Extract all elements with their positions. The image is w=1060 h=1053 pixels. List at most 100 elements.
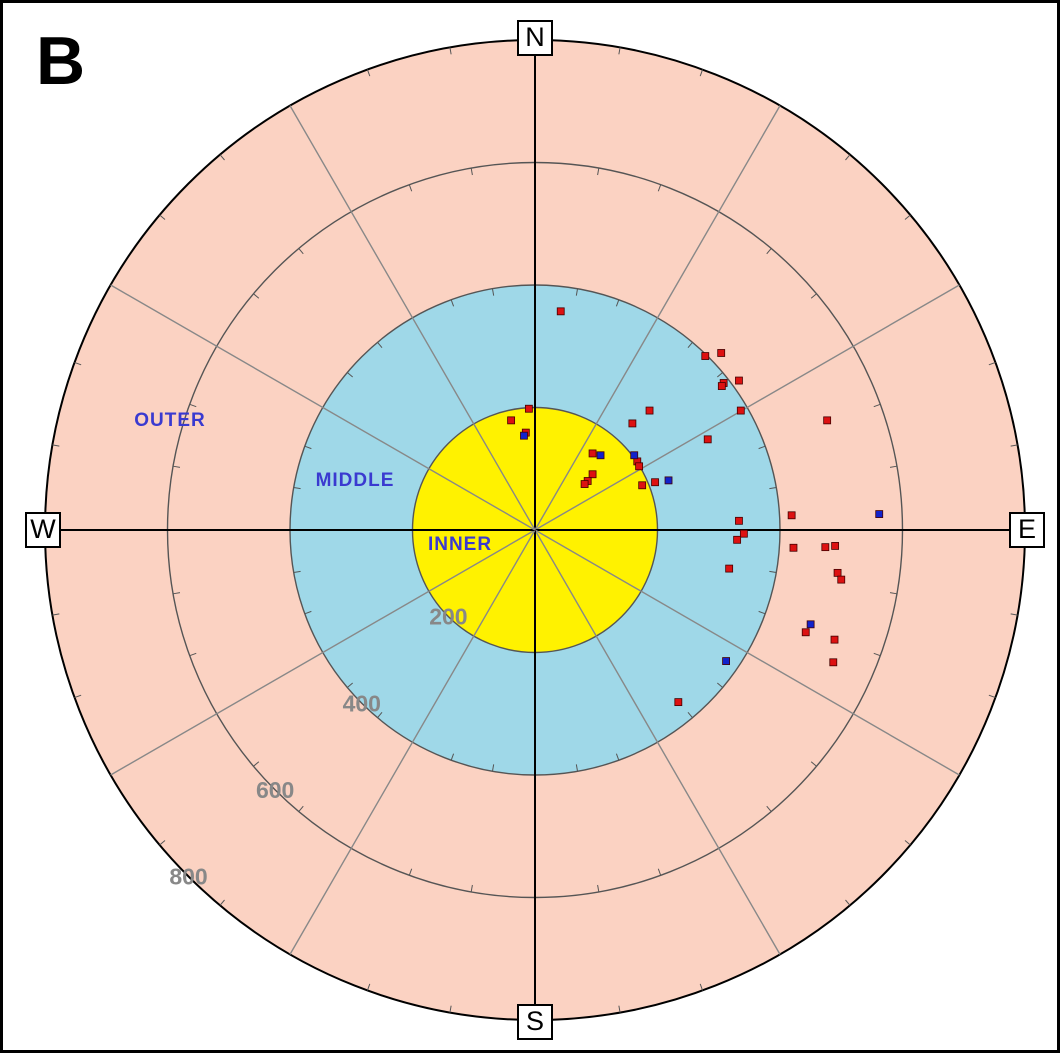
ring-tick <box>449 1005 452 1013</box>
ring-label: 800 <box>169 864 207 890</box>
point <box>806 620 815 629</box>
spoke <box>534 529 960 776</box>
ring-tick <box>408 184 413 192</box>
ring-tick <box>491 288 495 296</box>
ring-tick <box>74 361 82 366</box>
ring-tick <box>253 761 260 767</box>
ring-tick <box>597 167 600 176</box>
point <box>588 449 597 458</box>
ring-tick <box>716 682 724 688</box>
ring-tick <box>575 764 579 772</box>
point <box>787 511 796 520</box>
point <box>556 307 565 316</box>
point <box>735 376 743 385</box>
compass-label: E <box>1009 512 1045 548</box>
ring-tick <box>189 403 197 408</box>
point <box>651 478 659 487</box>
ring-tick <box>219 899 225 906</box>
point <box>703 435 712 444</box>
ring-tick <box>449 47 452 55</box>
point <box>638 481 647 490</box>
ring-tick <box>716 372 724 378</box>
point <box>725 564 734 573</box>
ring-tick <box>904 840 911 846</box>
ring-tick <box>618 1005 621 1013</box>
point <box>831 542 840 550</box>
compass-box <box>517 20 553 56</box>
ring-tick <box>159 840 166 846</box>
ring-tick <box>766 248 772 255</box>
point <box>823 416 832 425</box>
point <box>801 628 810 637</box>
point <box>739 529 748 538</box>
zone-label: OUTER <box>134 410 206 431</box>
ring-tick <box>298 248 304 255</box>
ring-tick <box>769 570 777 574</box>
ring-tick <box>293 570 301 574</box>
spoke <box>534 284 960 531</box>
point <box>722 657 730 665</box>
compass-box <box>517 1004 553 1040</box>
ring-tick <box>845 154 851 161</box>
point <box>507 416 516 425</box>
compass-label: N <box>517 20 553 56</box>
ring-tick <box>657 184 662 192</box>
ring-tick <box>450 299 455 307</box>
ring-tick <box>810 293 817 299</box>
ring-tick <box>366 983 371 991</box>
point <box>645 406 654 415</box>
ring-tick <box>491 764 495 772</box>
point <box>736 406 745 415</box>
ring-tick <box>74 694 82 699</box>
ring-tick <box>172 465 181 468</box>
point <box>635 462 644 471</box>
ring-tick <box>766 805 772 812</box>
spoke <box>110 529 536 776</box>
ring-tick <box>597 884 600 893</box>
ring-tick <box>615 753 620 761</box>
ring-tick <box>904 214 911 220</box>
point <box>821 543 830 552</box>
spoke <box>110 284 536 531</box>
ring-tick <box>253 293 260 299</box>
ring-label: 200 <box>429 604 467 630</box>
ring-tick <box>873 403 881 408</box>
ring-tick <box>346 682 354 688</box>
ring-tick <box>889 592 898 595</box>
ring-tick <box>988 694 996 699</box>
ring-tick <box>377 341 383 349</box>
ring-tick <box>346 372 354 378</box>
point <box>717 382 726 390</box>
ring-tick <box>52 613 60 616</box>
compass-text: S <box>526 1006 544 1036</box>
point <box>837 575 846 584</box>
ring-tick <box>873 652 881 657</box>
compass-box <box>25 512 61 548</box>
point <box>628 419 637 428</box>
ring-tick <box>470 884 473 893</box>
ring-tick <box>304 610 312 615</box>
compass-text: W <box>30 514 56 544</box>
zone-label: MIDDLE <box>316 470 395 491</box>
ring-tick <box>219 154 225 161</box>
ring-tick <box>889 465 898 468</box>
ring-tick <box>758 445 766 450</box>
ring-label: 600 <box>256 777 294 803</box>
ring-tick <box>687 341 693 349</box>
point <box>674 698 683 707</box>
spoke <box>534 105 781 531</box>
ring-tick <box>618 47 621 55</box>
point <box>735 516 743 525</box>
ring-tick <box>769 486 777 490</box>
ring-tick <box>699 983 704 991</box>
ring-tick <box>450 753 455 761</box>
point <box>664 476 673 485</box>
spoke <box>534 529 781 955</box>
point <box>580 480 589 488</box>
point <box>630 451 639 460</box>
panel-label: B <box>36 23 85 99</box>
ring-tick <box>293 486 301 490</box>
ring-tick <box>615 299 620 307</box>
point <box>830 635 839 644</box>
ring-tick <box>810 761 817 767</box>
